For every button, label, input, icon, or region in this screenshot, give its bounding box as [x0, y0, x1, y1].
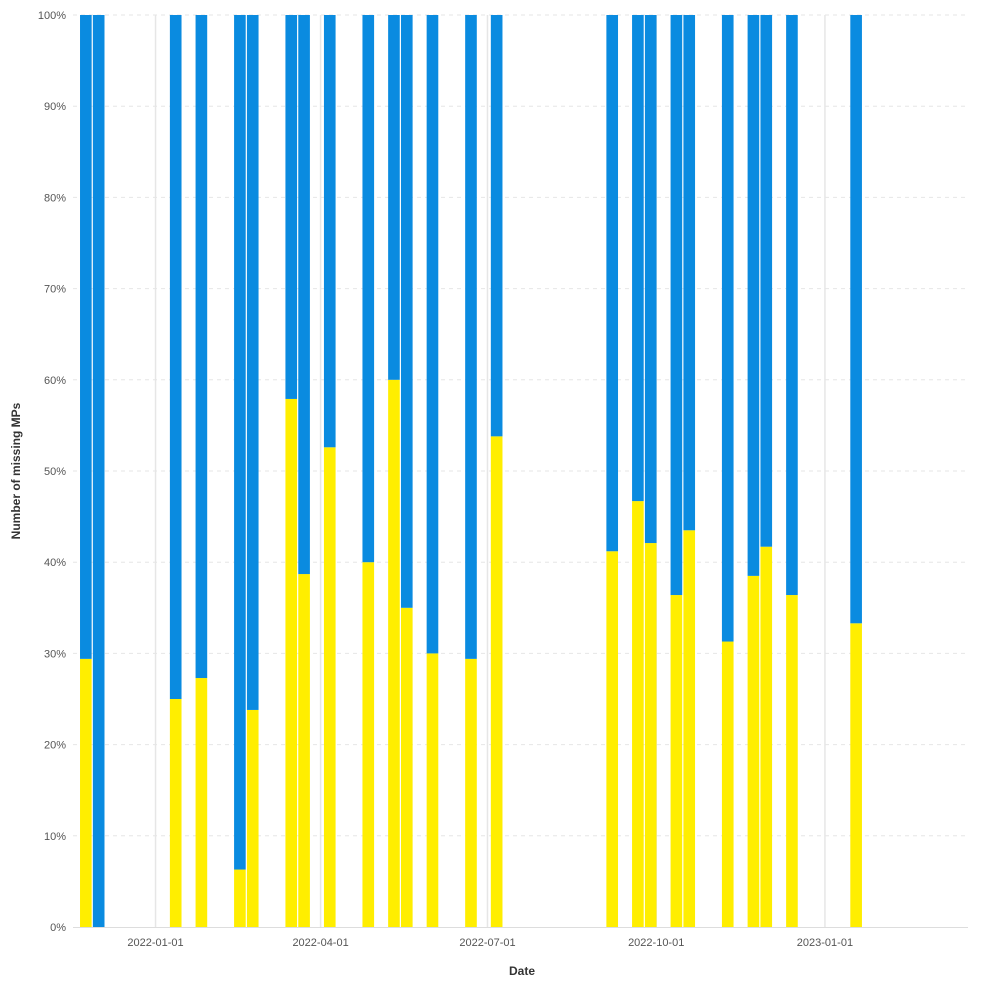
bar-yellow-segment — [683, 530, 696, 927]
bar-yellow-segment — [362, 562, 375, 927]
x-tick-labels: 2022-01-01 2022-04-01 2022-07-01 2022-10-01… — [127, 937, 853, 949]
y-tick-label: 20% — [44, 740, 66, 752]
bar-blue-segment — [606, 15, 619, 552]
y-tick-label: 50% — [44, 466, 66, 478]
bar-blue-segment — [169, 15, 182, 699]
y-tick-label: 100% — [38, 10, 66, 22]
bar-blue-segment — [670, 15, 683, 596]
y-tick-label: 0% — [50, 922, 66, 934]
bar-yellow-segment — [850, 623, 862, 927]
bar-blue-segment — [786, 15, 798, 596]
bar-blue-segment — [721, 15, 734, 642]
bar-blue-segment — [400, 15, 413, 608]
bar-blue-segment — [644, 15, 657, 544]
bar-blue-segment — [465, 15, 477, 659]
y-tick-label: 40% — [44, 557, 66, 569]
x-axis-title: Date — [509, 964, 535, 978]
bar-blue-segment — [234, 15, 246, 870]
bar-yellow-segment — [490, 436, 503, 927]
bar-blue-segment — [246, 15, 259, 710]
bar-yellow-segment — [246, 709, 259, 927]
y-tick-label: 80% — [44, 192, 66, 204]
bar-blue-segment — [388, 15, 400, 380]
bar-yellow-segment — [721, 641, 734, 927]
y-axis-title: Number of missing MPs — [9, 402, 23, 539]
bar-yellow-segment — [80, 658, 92, 927]
bar-blue-segment — [80, 15, 92, 659]
bar-yellow-segment — [606, 551, 619, 927]
y-tick-label: 10% — [44, 831, 66, 843]
bar-yellow-segment — [644, 543, 657, 927]
bar-blue-segment — [490, 15, 503, 437]
bar-blue-segment — [850, 15, 862, 624]
bar-yellow-segment — [465, 658, 477, 927]
x-tick-label: 2022-04-01 — [292, 937, 348, 949]
bar-yellow-segment — [786, 595, 798, 927]
bar-yellow-segment — [632, 501, 644, 927]
x-tick-label: 2022-10-01 — [628, 937, 684, 949]
bar-yellow-segment — [285, 398, 298, 927]
gridlines — [73, 14, 968, 927]
bar-blue-segment — [760, 15, 773, 547]
bar-blue-segment — [683, 15, 696, 531]
y-tick-label: 90% — [44, 101, 66, 113]
bar-blue-segment — [362, 15, 375, 563]
bar-yellow-segment — [234, 869, 246, 927]
bar-yellow-segment — [426, 653, 439, 927]
y-tick-label: 70% — [44, 284, 66, 296]
x-tick-label: 2022-07-01 — [459, 937, 515, 949]
bar-yellow-segment — [298, 574, 310, 927]
y-tick-label: 60% — [44, 375, 66, 387]
bar-yellow-segment — [169, 699, 182, 927]
bar-yellow-segment — [400, 607, 413, 927]
bar-blue-segment — [323, 15, 336, 448]
bar-blue-segment — [285, 15, 298, 399]
bar-blue-segment — [747, 15, 760, 576]
bar-yellow-segment — [323, 447, 336, 927]
bar-blue-segment — [92, 15, 105, 927]
bar-yellow-segment — [388, 379, 400, 927]
bar-yellow-segment — [747, 575, 760, 927]
bar-yellow-segment — [195, 678, 208, 927]
bar-yellow-segment — [760, 546, 773, 927]
x-tick-label: 2022-01-01 — [127, 937, 183, 949]
bar-blue-segment — [298, 15, 310, 575]
y-tick-labels: 0% 10% 20% 30% 40% 50% 60% 70% 80% 90% 100% — [38, 10, 66, 934]
bar-blue-segment — [632, 15, 644, 502]
x-tick-label: 2023-01-01 — [797, 937, 853, 949]
bars — [80, 15, 862, 927]
bar-blue-segment — [195, 15, 208, 679]
bar-yellow-segment — [670, 595, 683, 927]
bar-blue-segment — [426, 15, 439, 654]
y-tick-label: 30% — [44, 648, 66, 660]
